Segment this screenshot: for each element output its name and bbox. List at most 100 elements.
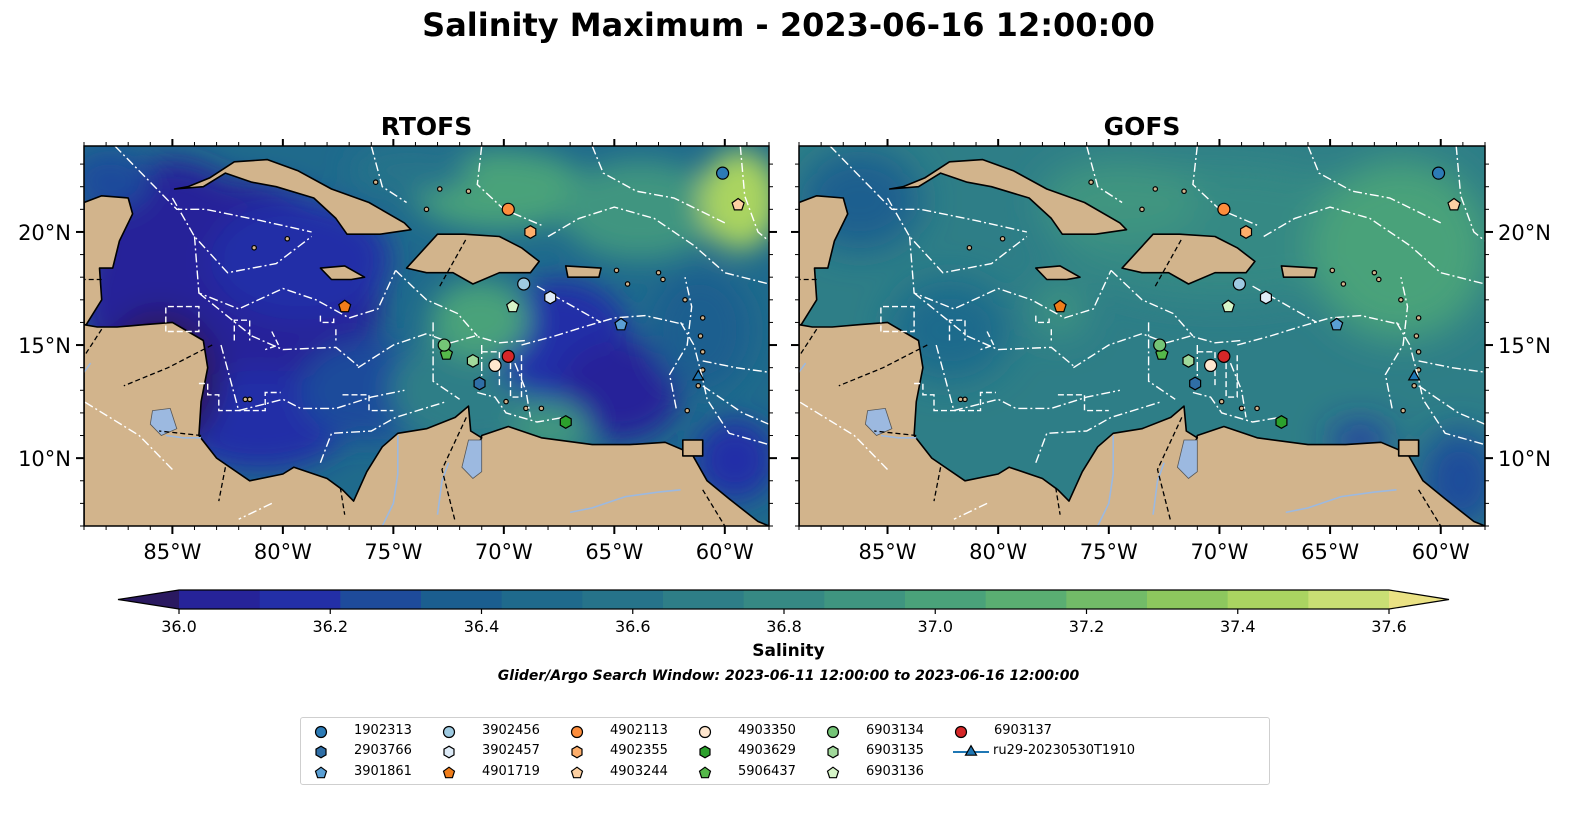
platform-6903137-gofs[interactable] [1217,349,1231,363]
legend-marker-6903136[interactable] [826,766,840,779]
platform-1902313-rtofs[interactable] [715,166,730,180]
platform-3901861-rtofs[interactable] [614,317,628,331]
colorbar-tick-label: 37.6 [1371,617,1407,636]
land-rtofs [84,158,769,526]
platform-6903134-gofs[interactable] [1153,338,1167,352]
legend-marker-4902355[interactable] [571,745,583,759]
legend-marker-4903244[interactable] [570,766,584,779]
platform-ru29-20230530T1910-gofs[interactable] [1407,369,1421,381]
platform-3901861-gofs[interactable] [1329,317,1344,331]
platform-4903629-gofs[interactable] [1275,415,1288,429]
platform-3902456-gofs[interactable] [1232,277,1246,291]
platform-4903350-rtofs[interactable] [488,358,502,373]
hexagon-marker-icon [443,745,455,759]
legend-entry-2903766: 2903766 [311,742,431,760]
protected-area-0 [165,305,200,333]
platform-legend: 1902313 2903766 3901861 3902456 3902457 49017… [300,717,1270,785]
legend-entry-5906437: 5906437 [695,763,815,781]
legend-marker-6903135[interactable] [827,745,839,759]
legend-label: 4903350 [738,723,796,738]
legend-label: 4901719 [482,764,540,779]
eez-boundary-14 [1395,322,1485,446]
legend-marker-3901861[interactable] [314,766,328,779]
platform-4903629-rtofs[interactable] [559,415,572,429]
legend-marker-ru29-20230530T1910[interactable] [964,744,978,756]
legend-entry-3901861: 3901861 [311,763,431,781]
colorbar-bin [340,590,422,609]
legend-marker-4903350[interactable] [698,725,712,739]
legend-marker-1902313[interactable] [314,725,328,739]
river-2 [569,489,681,514]
island-13 [660,276,666,283]
island-6 [1400,407,1406,414]
eez-boundary-14 [679,322,769,446]
platform-3902457-rtofs[interactable] [544,290,557,305]
map-overlay-gofs: 85°W 80°W 75°W 70°W 65°W 60°W 10°N 15°N 20°N [791,139,1551,564]
platform-3902456-rtofs[interactable] [517,277,531,291]
eez-boundary-20 [668,277,693,409]
platform-6903135-rtofs[interactable] [466,353,479,368]
colorbar-extend-low [118,590,179,609]
legend-entry-4901719: 4901719 [439,763,559,781]
platform-6903134-rtofs[interactable] [437,338,451,352]
legend-marker-6903134[interactable] [826,725,840,739]
legend-label: 4903629 [738,743,796,758]
lon-tick-label: 85°W [143,540,201,564]
platform-6903136-rtofs[interactable] [505,299,520,313]
eez-boundary-0 [114,146,312,233]
colorbar-bin [1227,590,1309,609]
island-18 [372,179,379,185]
legend-marker-4901719[interactable] [442,766,456,779]
legend-marker-5906437[interactable] [698,766,712,779]
platform-4903244-gofs[interactable] [1447,197,1461,211]
island-9 [1254,405,1260,412]
platform-6903136-gofs[interactable] [1221,299,1236,313]
colorbar-bin [824,590,906,609]
legend-marker-2903766[interactable] [315,745,327,759]
legend-entry-4903350: 4903350 [695,722,815,740]
eez-boundary-5 [357,332,526,369]
legend-entry-4902113: 4902113 [567,722,687,740]
legend-label: 4903244 [610,764,668,779]
platform-4903350-gofs[interactable] [1203,358,1218,373]
platform-1902313-gofs[interactable] [1431,166,1446,180]
platform-4902113-rtofs[interactable] [501,202,515,216]
legend-label: 2903766 [354,743,412,758]
platform-4901719-rtofs[interactable] [338,299,352,313]
legend-marker-3902457[interactable] [443,745,455,759]
legend-marker-4902113[interactable] [570,725,584,739]
panel-title-gofs: GOFS [1103,112,1181,141]
platform-4902113-gofs[interactable] [1217,202,1231,216]
platform-2903766-rtofs[interactable] [473,376,486,391]
protected-area-0 [880,305,915,333]
island-11 [613,267,620,274]
island-8 [523,405,529,412]
legend-entry-6903135: 6903135 [823,742,943,760]
protected-area-2 [319,315,335,324]
platform-2903766-gofs[interactable] [1189,376,1202,391]
platform-4901719-gofs[interactable] [1053,299,1067,313]
platform-3902457-gofs[interactable] [1259,290,1273,305]
legend-label: 3901861 [354,764,412,779]
legend-marker-3902456[interactable] [442,725,456,739]
platform-ru29-20230530T1910-rtofs[interactable] [691,369,705,381]
platform-4903244-rtofs[interactable] [731,197,745,211]
river-4 [799,362,807,373]
legend-marker-4903629[interactable] [699,745,711,759]
pentagon-marker-icon [442,766,456,779]
island-2 [697,333,704,339]
legend-marker-6903137[interactable] [954,725,968,739]
platform-4902355-rtofs[interactable] [524,225,537,239]
protected-area-3 [914,382,996,412]
protected-area-1 [948,319,966,341]
colorbar-bin [1147,590,1229,609]
island-3 [699,349,706,355]
colorbar-bin [905,590,987,609]
platform-6903135-gofs[interactable] [1182,353,1195,368]
legend-entry-4903629: 4903629 [695,742,815,760]
platform-6903137-rtofs[interactable] [501,349,515,363]
protected-area-3 [198,382,281,412]
island-6 [684,407,691,414]
platform-4902355-gofs[interactable] [1239,225,1253,239]
